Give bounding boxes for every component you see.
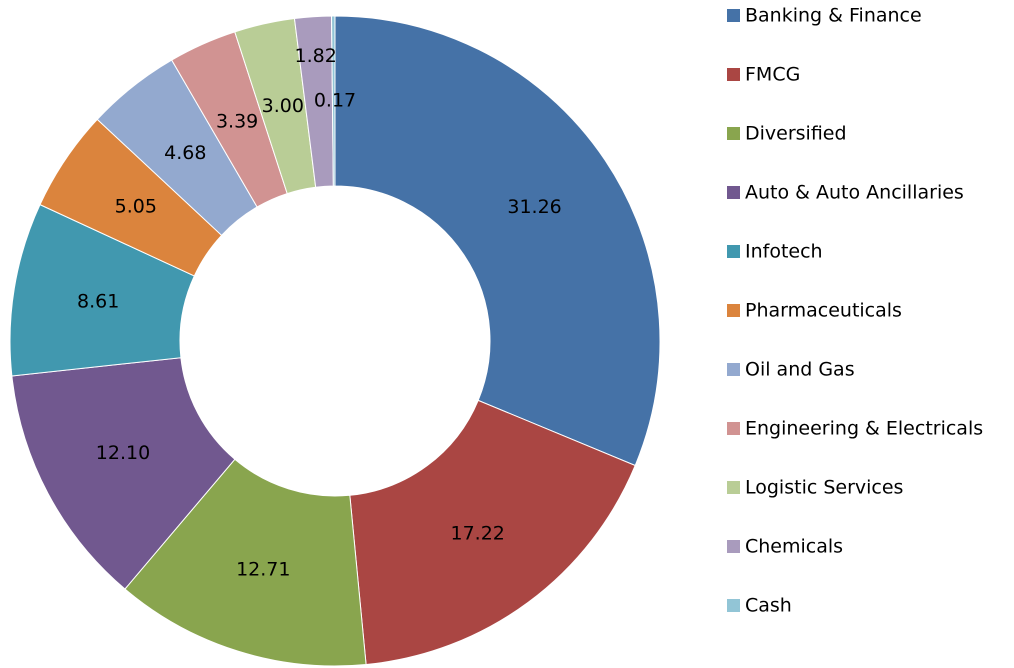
data-label: 3.39 [216,110,258,132]
donut-slice [331,15,336,187]
legend-label: Infotech [745,241,823,263]
legend-label: Engineering & Electricals [745,418,983,440]
data-label: 0.17 [314,90,356,112]
legend-swatch [727,540,740,553]
data-label: 12.10 [96,442,150,464]
legend-swatch [727,9,740,22]
legend-swatch [727,68,740,81]
data-label: 8.61 [77,291,119,313]
legend-label: Auto & Auto Ancillaries [745,182,964,204]
data-label: 3.00 [262,95,304,117]
legend-swatch [727,422,740,435]
legend-swatch [727,599,740,612]
legend-label: FMCG [745,64,800,86]
data-label: 17.22 [450,522,504,544]
legend-swatch [727,127,740,140]
data-label: 5.05 [115,196,157,218]
donut-slice [124,458,367,667]
legend-label: Logistic Services [745,477,903,499]
data-label: 1.82 [295,45,337,67]
legend-swatch [727,481,740,494]
donut-slice [11,357,236,590]
data-label: 12.71 [236,559,290,581]
legend-label: Banking & Finance [745,5,922,27]
data-label: 31.26 [507,196,561,218]
legend-swatch [727,245,740,258]
data-label: 4.68 [164,142,206,164]
legend-label: Oil and Gas [745,359,855,381]
legend-swatch [727,304,740,317]
donut-slice [334,15,661,467]
legend-label: Cash [745,595,792,617]
legend-swatch [727,186,740,199]
legend-label: Chemicals [745,536,843,558]
donut-slice [349,399,636,666]
legend-label: Pharmaceuticals [745,300,902,322]
legend-swatch [727,363,740,376]
legend-label: Diversified [745,123,847,145]
